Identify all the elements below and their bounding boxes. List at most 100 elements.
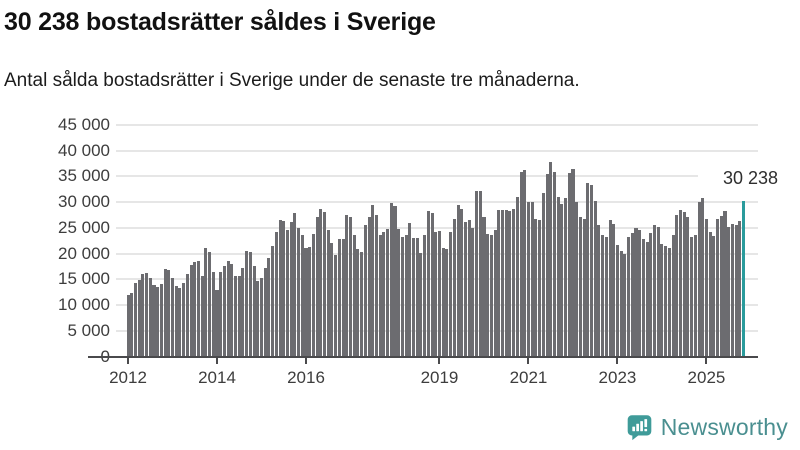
bar	[686, 217, 690, 357]
bar	[504, 210, 508, 357]
bar	[634, 227, 638, 357]
bar	[489, 235, 493, 357]
y-axis-tick-label: 25 000	[58, 217, 110, 237]
x-axis-tick	[127, 358, 130, 364]
bar	[267, 257, 271, 357]
bar	[441, 248, 445, 357]
bar	[423, 235, 427, 357]
bar	[571, 169, 575, 357]
bar	[497, 210, 501, 357]
bar	[660, 244, 664, 357]
bar	[374, 214, 378, 357]
bar	[608, 220, 612, 357]
bar	[693, 235, 697, 357]
bar	[638, 229, 642, 357]
bar	[538, 220, 542, 357]
bar	[323, 211, 327, 357]
bar	[285, 230, 289, 357]
bar	[678, 210, 683, 357]
bar	[601, 235, 605, 357]
bar	[523, 170, 527, 357]
x-axis-tick	[438, 358, 441, 364]
y-axis-tick-label: 10 000	[58, 295, 110, 315]
bar	[215, 289, 219, 357]
bar	[386, 229, 390, 357]
bar	[501, 210, 505, 357]
bar	[382, 232, 386, 357]
bar	[371, 205, 375, 357]
bar	[426, 211, 430, 357]
bar	[126, 294, 130, 357]
bar	[437, 230, 442, 357]
y-axis-tick-label: 45 000	[58, 115, 110, 134]
bar	[304, 248, 308, 357]
bar	[178, 288, 182, 357]
bar	[308, 247, 312, 357]
bar	[400, 236, 404, 357]
bar	[419, 252, 423, 357]
bar	[656, 226, 660, 357]
bar	[645, 241, 649, 357]
bar	[615, 244, 619, 357]
newsworthy-chart-bubble-icon	[626, 414, 653, 441]
bar	[282, 221, 286, 357]
bar	[334, 255, 338, 357]
bar	[738, 221, 742, 357]
gridline	[116, 124, 758, 126]
x-axis-tick-label: 2014	[198, 367, 236, 387]
bar	[723, 211, 727, 357]
bar	[612, 223, 616, 357]
bar	[526, 201, 530, 357]
bar	[719, 215, 723, 357]
gridline	[116, 175, 758, 178]
bar	[315, 216, 319, 357]
bar	[330, 243, 334, 357]
bar	[337, 239, 341, 357]
bar	[245, 251, 249, 357]
bar	[185, 274, 189, 357]
bar	[653, 225, 657, 357]
bar	[200, 276, 204, 357]
bar	[378, 234, 382, 357]
y-axis-tick-label: 5 000	[67, 320, 110, 340]
bar	[556, 197, 560, 357]
bar	[604, 236, 608, 357]
bar	[716, 218, 720, 357]
bar	[701, 198, 705, 357]
bar	[415, 238, 419, 357]
bar	[241, 268, 245, 357]
bar	[252, 266, 256, 357]
bar	[274, 232, 278, 357]
chart-subtitle: Antal sålda bostadsrätter i Sverige unde…	[4, 70, 580, 91]
y-axis-tick-label: 20 000	[58, 243, 110, 263]
bar	[582, 218, 586, 357]
bar	[549, 162, 553, 357]
bar	[293, 213, 297, 357]
bar	[530, 202, 534, 357]
bar	[156, 287, 160, 357]
bar	[712, 236, 716, 357]
bar	[734, 225, 738, 357]
bar	[248, 251, 252, 357]
x-axis-tick	[705, 358, 708, 364]
bar	[237, 276, 241, 357]
bar	[641, 239, 645, 357]
bar	[145, 272, 149, 357]
bar	[348, 216, 353, 357]
bar	[597, 225, 601, 357]
bar	[167, 269, 171, 357]
bar	[445, 249, 449, 357]
bar	[259, 277, 264, 357]
page-title: 30 238 bostadsrätter såldes i Sverige	[4, 8, 436, 36]
y-axis-tick-label: 30 000	[58, 192, 110, 212]
bar	[263, 267, 267, 357]
bar	[649, 233, 653, 357]
bar	[204, 248, 208, 357]
bar	[430, 213, 434, 357]
bar	[463, 221, 467, 357]
bar	[189, 264, 193, 357]
bar	[208, 251, 212, 357]
bar	[593, 201, 597, 357]
latest-value-label: 30 238	[698, 167, 778, 190]
